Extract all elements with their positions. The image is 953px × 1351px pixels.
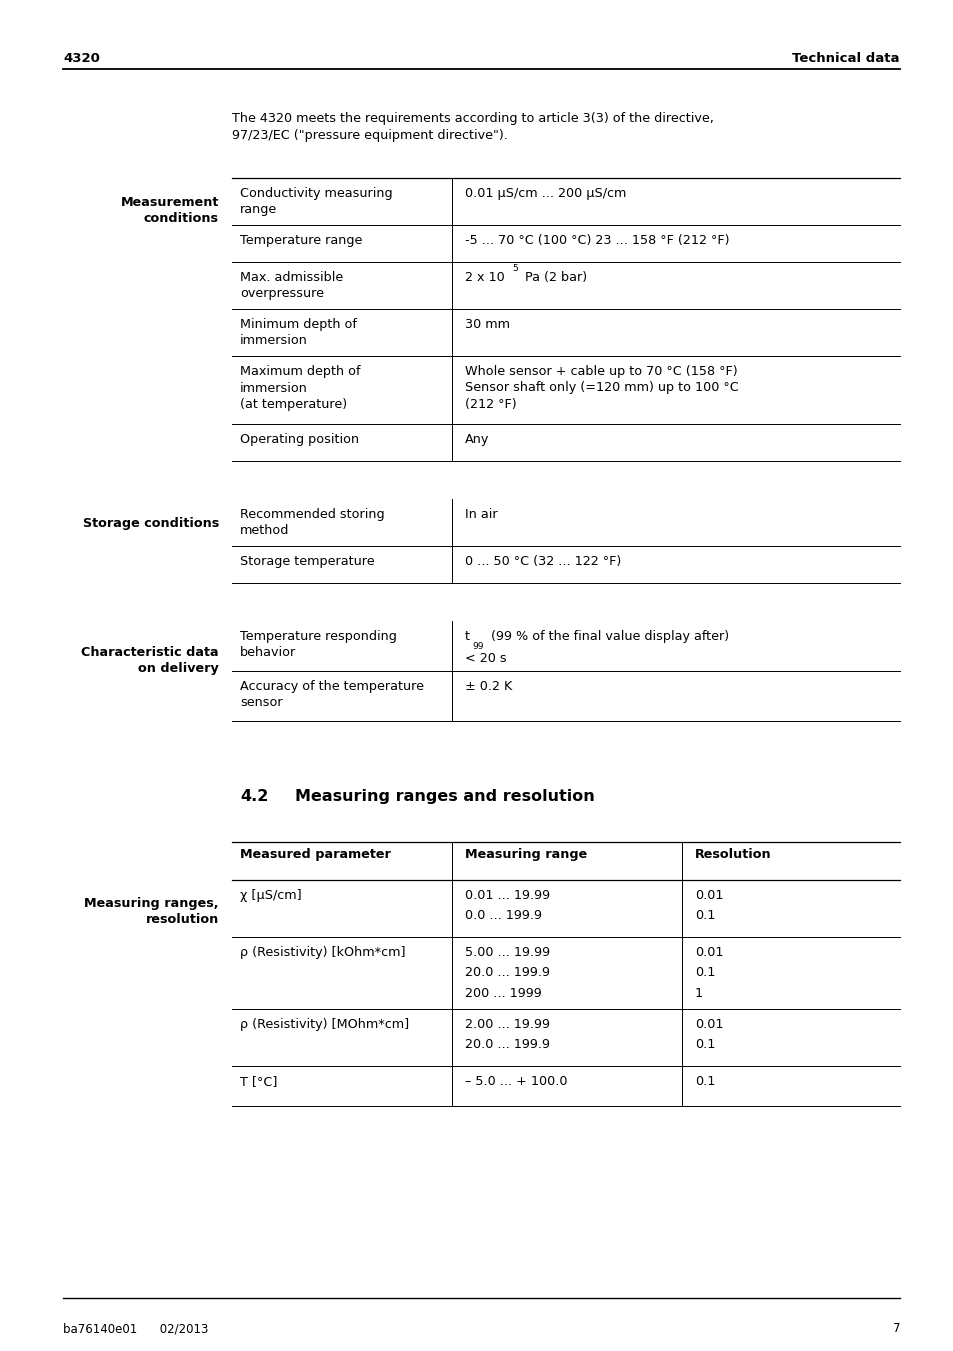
Text: 0 ... 50 °C (32 ... 122 °F): 0 ... 50 °C (32 ... 122 °F) <box>464 555 620 567</box>
Text: Measured parameter: Measured parameter <box>240 848 391 861</box>
Text: 0.01: 0.01 <box>695 1019 722 1031</box>
Text: Minimum depth of
immersion: Minimum depth of immersion <box>240 317 356 347</box>
Text: Temperature responding
behavior: Temperature responding behavior <box>240 630 396 659</box>
Text: 0.01 ... 19.99: 0.01 ... 19.99 <box>464 889 550 902</box>
Text: 1: 1 <box>695 988 702 1000</box>
Text: Max. admissible
overpressure: Max. admissible overpressure <box>240 272 343 300</box>
Text: 0.1: 0.1 <box>695 909 715 923</box>
Text: Measuring ranges,
resolution: Measuring ranges, resolution <box>85 897 219 927</box>
Text: 0.01: 0.01 <box>695 946 722 959</box>
Text: Characteristic data
on delivery: Characteristic data on delivery <box>81 646 219 676</box>
Text: Any: Any <box>464 434 489 446</box>
Text: 4.2: 4.2 <box>240 789 268 804</box>
Text: Storage conditions: Storage conditions <box>83 517 219 530</box>
Text: 99: 99 <box>472 642 483 651</box>
Text: 7: 7 <box>892 1323 899 1335</box>
Text: 0.01: 0.01 <box>695 889 722 902</box>
Text: Conductivity measuring
range: Conductivity measuring range <box>240 186 393 216</box>
Text: 20.0 ... 199.9: 20.0 ... 199.9 <box>464 1039 550 1051</box>
Text: Accuracy of the temperature
sensor: Accuracy of the temperature sensor <box>240 680 423 709</box>
Text: 0.1: 0.1 <box>695 966 715 979</box>
Text: -5 ... 70 °C (100 °C) 23 ... 158 °F (212 °F): -5 ... 70 °C (100 °C) 23 ... 158 °F (212… <box>464 234 729 247</box>
Text: 0.0 ... 199.9: 0.0 ... 199.9 <box>464 909 541 923</box>
Text: χ [μS/cm]: χ [μS/cm] <box>240 889 301 902</box>
Text: The 4320 meets the requirements according to article 3(3) of the directive,
97/2: The 4320 meets the requirements accordin… <box>232 112 713 142</box>
Text: 20.0 ... 199.9: 20.0 ... 199.9 <box>464 966 550 979</box>
Text: 5.00 ... 19.99: 5.00 ... 19.99 <box>464 946 550 959</box>
Text: Measurement
conditions: Measurement conditions <box>120 196 219 226</box>
Text: Recommended storing
method: Recommended storing method <box>240 508 384 538</box>
Text: Whole sensor + cable up to 70 °C (158 °F)
Sensor shaft only (=120 mm) up to 100 : Whole sensor + cable up to 70 °C (158 °F… <box>464 365 738 411</box>
Text: Technical data: Technical data <box>792 51 899 65</box>
Text: Maximum depth of
immersion
(at temperature): Maximum depth of immersion (at temperatu… <box>240 365 360 411</box>
Text: Pa (2 bar): Pa (2 bar) <box>520 272 586 284</box>
Text: 200 ... 1999: 200 ... 1999 <box>464 988 541 1000</box>
Text: ρ (Resistivity) [kOhm*cm]: ρ (Resistivity) [kOhm*cm] <box>240 946 405 959</box>
Text: Measuring ranges and resolution: Measuring ranges and resolution <box>294 789 594 804</box>
Text: Operating position: Operating position <box>240 434 358 446</box>
Text: 2 x 10: 2 x 10 <box>464 272 504 284</box>
Text: Temperature range: Temperature range <box>240 234 362 247</box>
Text: (99 % of the final value display after): (99 % of the final value display after) <box>486 630 728 643</box>
Text: 2.00 ... 19.99: 2.00 ... 19.99 <box>464 1019 550 1031</box>
Text: ± 0.2 K: ± 0.2 K <box>464 680 512 693</box>
Text: ρ (Resistivity) [MOhm*cm]: ρ (Resistivity) [MOhm*cm] <box>240 1019 409 1031</box>
Text: Resolution: Resolution <box>695 848 771 861</box>
Text: t: t <box>464 630 470 643</box>
Text: < 20 s: < 20 s <box>464 653 506 665</box>
Text: – 5.0 ... + 100.0: – 5.0 ... + 100.0 <box>464 1075 567 1088</box>
Text: 0.1: 0.1 <box>695 1039 715 1051</box>
Text: 4320: 4320 <box>63 51 100 65</box>
Text: Storage temperature: Storage temperature <box>240 555 375 567</box>
Text: Measuring range: Measuring range <box>464 848 587 861</box>
Text: 0.1: 0.1 <box>695 1075 715 1088</box>
Text: 0.01 μS/cm ... 200 μS/cm: 0.01 μS/cm ... 200 μS/cm <box>464 186 626 200</box>
Text: In air: In air <box>464 508 497 521</box>
Text: ba76140e01      02/2013: ba76140e01 02/2013 <box>63 1323 208 1335</box>
Text: 5: 5 <box>512 263 517 273</box>
Text: 30 mm: 30 mm <box>464 317 510 331</box>
Text: T [°C]: T [°C] <box>240 1075 277 1088</box>
